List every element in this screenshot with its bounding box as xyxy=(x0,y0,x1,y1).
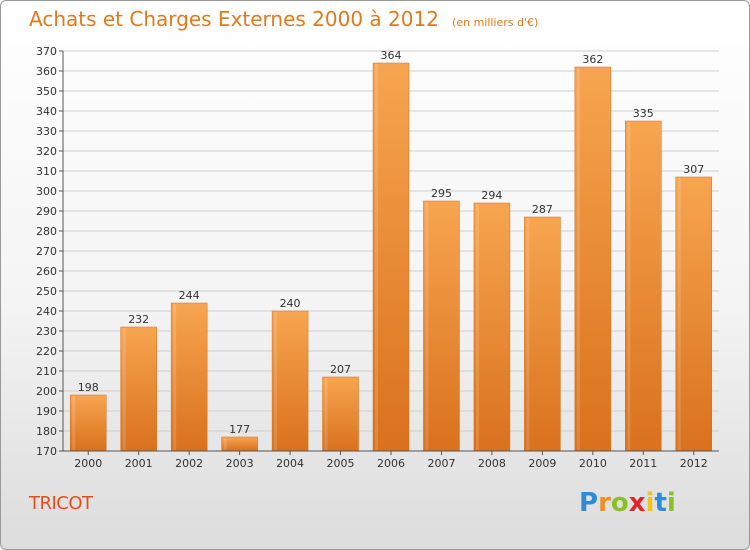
value-label-2007: 295 xyxy=(431,187,452,200)
x-tick-label-2011: 2011 xyxy=(629,457,657,470)
bar-2008 xyxy=(473,202,511,452)
y-tick-label: 190 xyxy=(36,405,57,418)
y-tick-label: 270 xyxy=(36,245,57,258)
bar-2012 xyxy=(675,176,713,452)
bar-highlight xyxy=(274,312,278,450)
y-tick-label: 250 xyxy=(36,285,57,298)
bar-2011 xyxy=(625,120,662,452)
value-label-2009: 287 xyxy=(532,203,553,216)
bar-highlight xyxy=(324,378,328,450)
bar-2003 xyxy=(221,436,258,452)
value-label-2011: 335 xyxy=(633,107,654,120)
bar-highlight xyxy=(223,438,227,450)
bar-2006 xyxy=(372,62,410,452)
bar-highlight xyxy=(475,204,479,450)
y-tick-label: 300 xyxy=(36,185,57,198)
value-label-2003: 177 xyxy=(229,423,250,436)
y-tick-label: 360 xyxy=(36,65,57,78)
bar-highlight xyxy=(425,202,429,450)
y-tick-label: 230 xyxy=(36,325,57,338)
x-tick-label-2002: 2002 xyxy=(175,457,203,470)
x-tick-label-2007: 2007 xyxy=(427,457,455,470)
value-label-2000: 198 xyxy=(78,381,99,394)
x-tick-label-2004: 2004 xyxy=(276,457,304,470)
bar-2007 xyxy=(423,200,460,452)
logo-letter: i xyxy=(645,488,655,518)
bar-highlight xyxy=(375,64,378,450)
chart-title: Achats et Charges Externes 2000 à 2012 xyxy=(29,7,439,31)
y-tick-label: 280 xyxy=(36,225,57,238)
bar-highlight xyxy=(576,68,580,450)
x-tick-label-2005: 2005 xyxy=(327,457,355,470)
value-label-2010: 362 xyxy=(582,53,603,66)
chart-subtitle: (en milliers d'€) xyxy=(452,16,539,29)
logo-letter: P xyxy=(579,488,599,518)
y-tick-label: 260 xyxy=(36,265,57,278)
value-label-2005: 207 xyxy=(330,363,351,376)
x-tick-label-2009: 2009 xyxy=(528,457,556,470)
y-tick-label: 370 xyxy=(36,45,57,58)
x-tick-label-2001: 2001 xyxy=(125,457,153,470)
bar-highlight xyxy=(72,396,76,450)
y-tick-label: 330 xyxy=(36,125,57,138)
logo-letter: i xyxy=(666,488,676,518)
y-tick-label: 200 xyxy=(36,385,57,398)
y-tick-label: 290 xyxy=(36,205,57,218)
x-tick-label-2003: 2003 xyxy=(226,457,254,470)
y-tick-label: 180 xyxy=(36,425,57,438)
bar-2009 xyxy=(524,216,561,452)
bar-highlight xyxy=(627,122,631,450)
bar-2002 xyxy=(170,302,208,452)
bar-2000 xyxy=(69,394,107,452)
x-tick-label-2010: 2010 xyxy=(579,457,607,470)
y-tick-label: 170 xyxy=(36,445,57,458)
y-tick-label: 210 xyxy=(36,365,57,378)
logo-letter: t xyxy=(654,488,667,518)
y-tick-label: 310 xyxy=(36,165,57,178)
logo-letter: x xyxy=(628,488,646,518)
y-tick-label: 340 xyxy=(36,105,57,118)
y-tick-label: 240 xyxy=(36,305,57,318)
y-tick-label: 220 xyxy=(36,345,57,358)
value-label-2006: 364 xyxy=(381,49,402,62)
x-tick-label-2000: 2000 xyxy=(74,457,102,470)
value-label-2002: 244 xyxy=(179,289,200,302)
commune-name: TRICOT xyxy=(29,493,93,514)
value-label-2012: 307 xyxy=(683,163,704,176)
value-label-2001: 232 xyxy=(128,313,149,326)
value-label-2008: 294 xyxy=(481,189,502,202)
bar-highlight xyxy=(677,178,681,450)
logo-letter: r xyxy=(598,488,611,518)
bar-2004 xyxy=(271,310,309,452)
bar-2010 xyxy=(574,66,612,452)
bar-2005 xyxy=(322,376,359,452)
bar-highlight xyxy=(173,304,177,450)
title-row: Achats et Charges Externes 2000 à 2012 (… xyxy=(29,7,538,31)
x-tick-label-2012: 2012 xyxy=(680,457,708,470)
bar-highlight xyxy=(526,218,530,450)
x-tick-label-2006: 2006 xyxy=(377,457,405,470)
value-label-2004: 240 xyxy=(280,297,301,310)
y-tick-label: 350 xyxy=(36,85,57,98)
bar-highlight xyxy=(122,328,126,450)
proxiti-logo: Proxiti xyxy=(579,488,676,518)
logo-letter: o xyxy=(610,488,629,518)
x-tick-label-2008: 2008 xyxy=(478,457,506,470)
y-tick-label: 320 xyxy=(36,145,57,158)
bar-2001 xyxy=(120,326,157,452)
